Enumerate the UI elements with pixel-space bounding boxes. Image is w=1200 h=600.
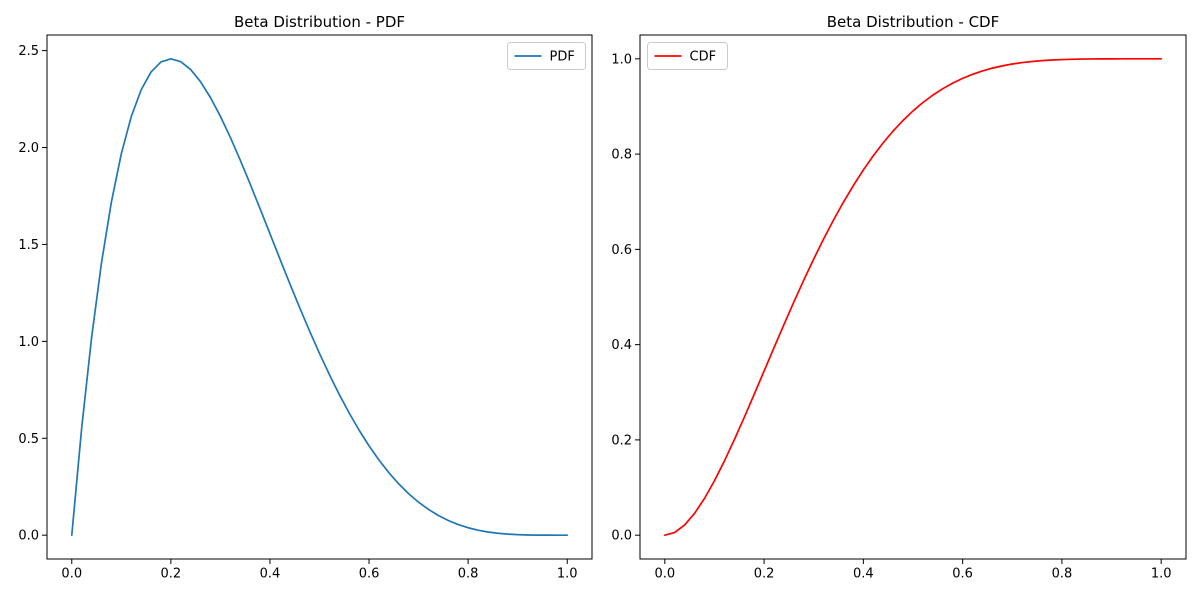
y-tick-label: 0.0 — [611, 529, 632, 544]
pdf-curve — [70, 57, 569, 537]
y-tick-label: 2.0 — [18, 141, 39, 156]
cdf-chart-title: Beta Distribution - CDF — [827, 13, 999, 31]
pdf-legend-label: PDF — [550, 50, 575, 65]
y-tick-label: 2.5 — [18, 44, 39, 59]
pdf-legend: PDF — [507, 42, 586, 70]
axes-frame — [639, 34, 1187, 560]
y-tick-label: 1.0 — [611, 52, 632, 67]
x-tick-label: 0.8 — [458, 567, 479, 582]
y-tick-label: 0.6 — [611, 243, 632, 258]
cdf-legend: CDF — [647, 42, 728, 70]
x-tick-label: 0.6 — [952, 567, 973, 582]
x-tick-label: 0.0 — [61, 567, 82, 582]
x-tick-label: 0.0 — [654, 567, 675, 582]
axes-frame — [46, 34, 593, 560]
cdf-legend-label: CDF — [690, 50, 717, 65]
y-tick-label: 0.0 — [18, 529, 39, 544]
x-tick-label: 0.6 — [359, 567, 380, 582]
x-tick-label: 0.4 — [260, 567, 281, 582]
y-tick-label: 0.4 — [611, 338, 632, 353]
y-tick-label: 1.0 — [18, 335, 39, 350]
x-tick-label: 1.0 — [557, 567, 578, 582]
pdf-legend-frame — [507, 42, 586, 70]
y-tick-label: 0.8 — [611, 148, 632, 163]
y-tick-label: 0.2 — [611, 433, 632, 448]
pdf-subplot: 0.0 0.2 0.4 0.6 0.8 1.0 0.0 0.5 1.0 1.5 2.0 2.5 — [18, 34, 593, 582]
x-tick-label: 1.0 — [1151, 567, 1172, 582]
y-tick-label: 0.5 — [18, 432, 39, 447]
cdf-legend-frame — [647, 42, 728, 70]
x-tick-label: 0.4 — [853, 567, 874, 582]
cdf-subplot: 0.0 0.2 0.4 0.6 0.8 1.0 0.0 0.2 0.4 0.6 0.8 1.0 — [611, 34, 1187, 582]
x-tick-label: 0.8 — [1052, 567, 1073, 582]
cdf-curve — [663, 57, 1163, 537]
x-tick-label: 0.2 — [754, 567, 775, 582]
pdf-chart-title: Beta Distribution - PDF — [234, 13, 405, 31]
y-tick-label: 1.5 — [18, 238, 39, 253]
x-tick-label: 0.2 — [161, 567, 182, 582]
